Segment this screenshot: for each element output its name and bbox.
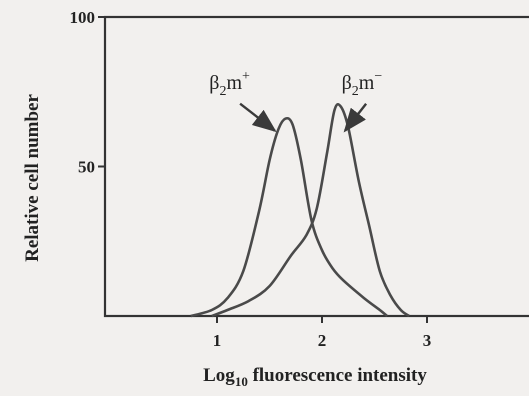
series-arrow-b2m-plus xyxy=(240,104,275,131)
series-label-b2m-minus: β2m− xyxy=(342,69,383,99)
x-tick-label-1: 1 xyxy=(213,331,222,350)
series-label-b2m-minus-sup: − xyxy=(374,69,382,84)
series-arrow-b2m-minus xyxy=(345,104,366,131)
x-axis-title-base: Log xyxy=(203,365,235,386)
y-axis-title: Relative cell number xyxy=(22,94,43,262)
x-axis-title-rest: fluorescence intensity xyxy=(248,365,428,386)
x-tick-label-2: 2 xyxy=(318,331,327,350)
series-line-b2m-plus xyxy=(191,118,387,316)
series-label-b2m-plus-m: m xyxy=(226,72,242,94)
x-tick-label-3: 3 xyxy=(423,331,432,350)
x-axis-title-sub: 10 xyxy=(235,374,248,389)
y-tick-label-100: 100 xyxy=(70,8,96,27)
series-label-b2m-minus-sub: 2 xyxy=(352,84,359,99)
y-tick-label-50: 50 xyxy=(78,158,95,177)
plot-frame xyxy=(105,17,529,316)
series-label-b2m-plus-main: β xyxy=(209,72,219,94)
series-label-b2m-plus-sub: 2 xyxy=(219,84,226,99)
series-label-b2m-minus-main: β xyxy=(342,72,352,94)
series-label-b2m-plus-sup: + xyxy=(242,69,250,84)
x-axis-title: Log10 fluorescence intensity xyxy=(203,365,427,389)
series-label-b2m-minus-m: m xyxy=(359,72,375,94)
series-label-b2m-plus: β2m+ xyxy=(209,69,250,99)
plot-layer: 50 100 1 2 3 xyxy=(70,8,529,350)
